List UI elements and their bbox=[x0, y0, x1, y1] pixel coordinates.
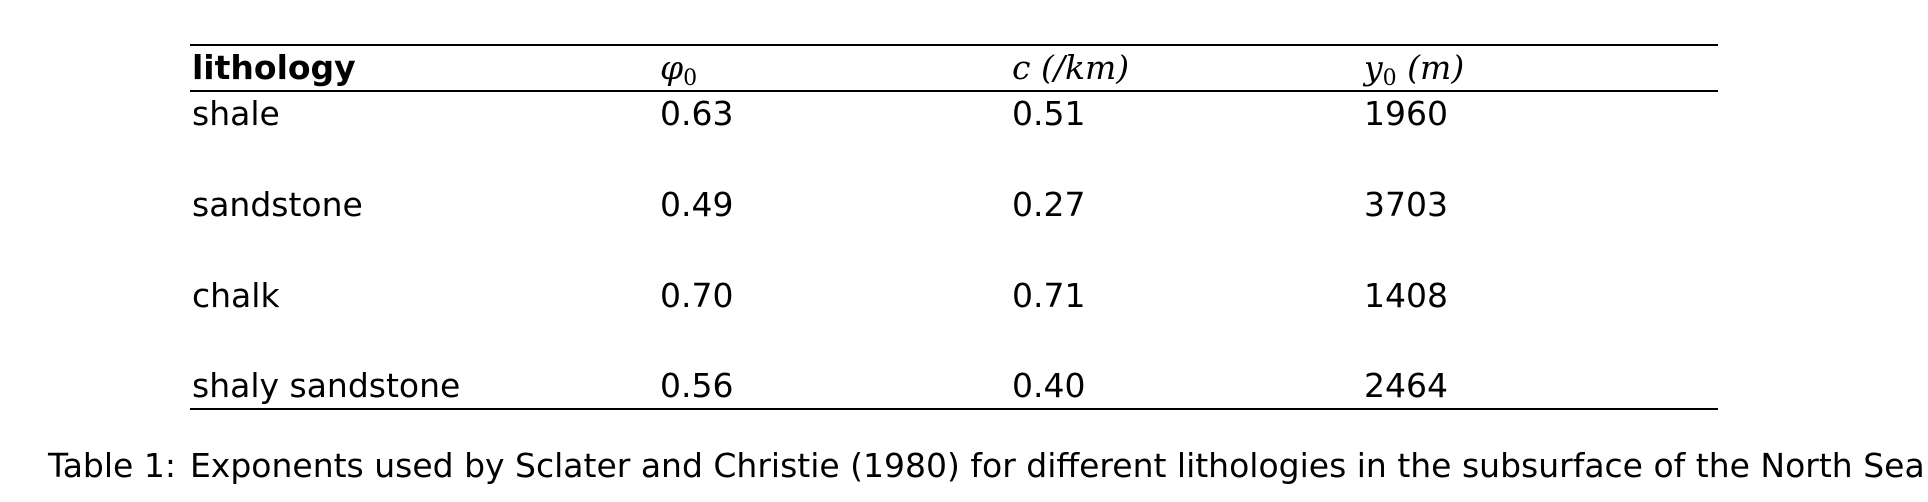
c-symbol: c bbox=[1012, 48, 1031, 87]
table-bottom-rule bbox=[190, 408, 1718, 410]
header-c: c (/km) bbox=[1012, 48, 1129, 88]
cell-c: 0.51 bbox=[1012, 94, 1086, 133]
cell-lithology: sandstone bbox=[192, 185, 363, 224]
cell-phi0: 0.63 bbox=[660, 94, 734, 133]
cell-phi0: 0.49 bbox=[660, 185, 734, 224]
table-header-rule bbox=[190, 90, 1718, 92]
table-row: sandstone 0.49 0.27 3703 bbox=[190, 185, 1718, 225]
phi-symbol: φ bbox=[660, 48, 684, 87]
cell-c: 0.27 bbox=[1012, 185, 1086, 224]
cell-c: 0.40 bbox=[1012, 366, 1086, 405]
cell-phi0: 0.56 bbox=[660, 366, 734, 405]
cell-c: 0.71 bbox=[1012, 276, 1086, 315]
cell-y0: 1408 bbox=[1364, 276, 1448, 315]
cell-lithology: chalk bbox=[192, 276, 280, 315]
table-row: shaly sandstone 0.56 0.40 2464 bbox=[190, 366, 1718, 406]
caption-text: Exponents used by Sclater and Christie (… bbox=[189, 446, 1928, 485]
table-top-rule bbox=[190, 44, 1718, 46]
cell-lithology: shaly sandstone bbox=[192, 366, 461, 405]
caption-label: Table 1: bbox=[48, 446, 176, 485]
phi-subscript: 0 bbox=[683, 66, 698, 91]
header-lithology: lithology bbox=[192, 48, 356, 87]
cell-phi0: 0.70 bbox=[660, 276, 734, 315]
table-row: shale 0.63 0.51 1960 bbox=[190, 94, 1718, 134]
header-y0: y0 (m) bbox=[1364, 48, 1465, 91]
cell-lithology: shale bbox=[192, 94, 280, 133]
table-row: chalk 0.70 0.71 1408 bbox=[190, 276, 1718, 316]
y-subscript: 0 bbox=[1382, 66, 1397, 91]
cell-y0: 2464 bbox=[1364, 366, 1448, 405]
table-caption: Table 1: Exponents used by Sclater and Ch… bbox=[48, 446, 1928, 486]
table-header-row: lithology φ0 c (/km) y0 (m) bbox=[190, 48, 1718, 91]
cell-y0: 1960 bbox=[1364, 94, 1448, 133]
header-phi0: φ0 bbox=[660, 48, 698, 91]
c-unit: (/km) bbox=[1040, 48, 1130, 87]
cell-y0: 3703 bbox=[1364, 185, 1448, 224]
y-unit: (m) bbox=[1407, 48, 1465, 87]
y-symbol: y bbox=[1364, 48, 1383, 87]
